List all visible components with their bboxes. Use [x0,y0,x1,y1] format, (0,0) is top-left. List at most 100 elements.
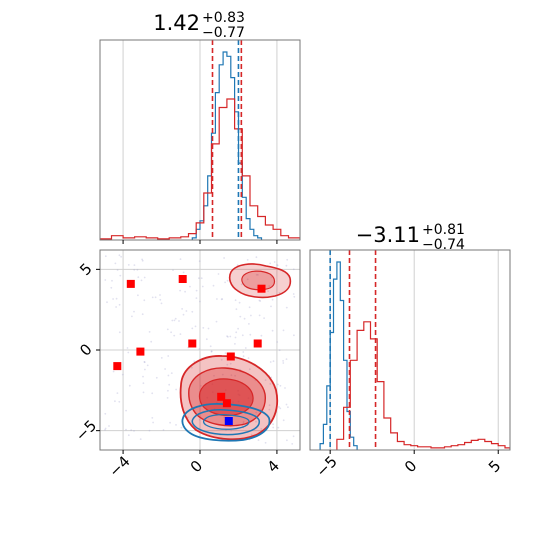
sample-dot [104,429,106,431]
sample-dot [112,370,115,373]
sample-dot [269,383,272,385]
sample-dot [226,335,229,338]
sample-dot [271,298,274,301]
sample-dot [189,285,191,288]
sample-dot [267,290,269,292]
sample-dot [144,368,146,371]
hist-x-quantile-lines [211,40,243,240]
sample-dot [269,361,272,363]
hist-x-ticks [122,240,278,244]
hist-y-quantile-lines [329,250,377,450]
sample-dot [193,360,196,363]
sample-dot [185,310,188,312]
sample-dot [133,264,136,266]
sample-dot [270,305,272,308]
sample-dot [125,409,127,412]
sample-dot [223,416,226,419]
hist-y-title-sub: −0.74 [422,237,465,253]
marker-blue [224,417,233,425]
sample-dot [257,274,259,276]
sample-dot [257,439,260,441]
sample-dot [104,279,107,281]
sample-dot [198,348,201,350]
sample-dot [137,294,139,297]
sample-dot [242,420,245,423]
sample-dot [263,317,265,319]
sample-dot [118,400,121,403]
sample-dot [282,360,284,362]
blue-contour-inner [202,413,250,430]
hist-y-series-red [336,321,510,450]
sample-dot [258,314,261,317]
sample-dot [268,408,271,411]
sample-dot [133,268,136,271]
sample-dot [260,428,263,430]
hist-y-series-blue [319,261,358,450]
marker-red [178,275,187,283]
sample-dot [242,351,245,353]
scatter-content [104,254,296,445]
sample-dot [260,334,263,337]
sample-dot [221,373,224,376]
sample-dot [143,299,146,302]
sample-dot [181,308,184,310]
sample-dot [241,334,244,337]
sample-dot [184,290,187,293]
sample-dot [213,374,215,377]
sample-dot [234,343,236,345]
sample-dot [217,273,220,275]
sample-dot [140,279,143,282]
hist-x-grid [122,40,278,240]
sample-dot [127,264,130,266]
sample-dot [229,335,232,338]
sample-dot [174,317,177,320]
sample-dot [111,279,113,282]
sample-dot [191,310,194,313]
sample-dot [209,345,212,348]
sample-dot [243,317,246,320]
sample-dot [264,441,267,444]
sample-dot [151,392,154,395]
marker-red [136,347,145,356]
sample-dot [279,407,282,410]
hist-x-series [100,51,300,240]
sample-dot [282,362,285,364]
scatter-x-tick-label: −4 [105,452,133,480]
sample-dot [248,323,250,325]
marker-red [222,399,231,408]
sample-dot [130,429,133,432]
sample-dot [104,255,107,258]
sample-dot [127,434,130,437]
sample-dot [191,366,193,369]
sample-dot [292,435,295,438]
sample-dot [187,416,189,419]
hist-y-grid [329,250,499,450]
sample-dot [246,259,249,261]
sample-dot [235,308,238,311]
sample-dot [115,297,118,300]
sample-dot [137,276,140,279]
sample-dot [175,388,178,391]
hist-y-tick-label: 0 [401,457,420,476]
sample-dot [125,428,127,431]
sample-dot [249,333,252,336]
sample-dot [112,298,114,300]
sample-dot [143,361,146,363]
sample-dot [169,421,172,424]
sample-dot [202,327,205,329]
sample-dot [224,352,227,354]
sample-dot [166,328,169,331]
sample-dot [230,429,233,432]
sample-dot [255,273,258,276]
sample-dot [172,269,174,271]
hist-x-title-sub: −0.77 [202,25,245,41]
sample-dot [159,298,162,301]
sample-dot [276,341,279,343]
sample-dot [167,374,170,377]
sample-dot [284,387,286,389]
sample-dot [285,306,288,309]
sample-dot [199,300,201,303]
hist-y-tick-label: 5 [485,457,504,476]
sample-dot [170,331,173,334]
